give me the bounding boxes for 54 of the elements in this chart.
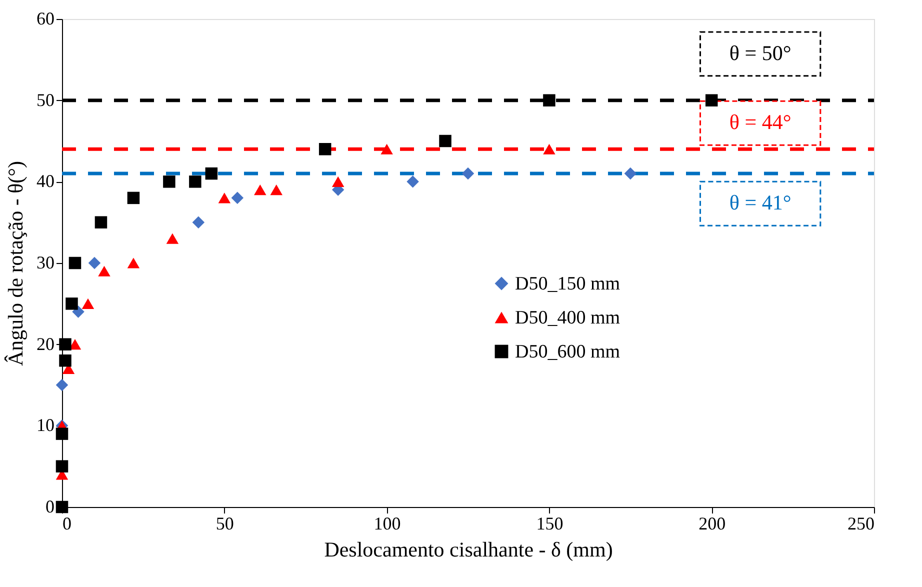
x-tick-label: 0 xyxy=(62,514,72,534)
point xyxy=(127,258,140,268)
point xyxy=(82,298,94,309)
point xyxy=(231,192,244,204)
point xyxy=(705,94,718,106)
ref-line-label: θ = 44° xyxy=(729,110,792,134)
point xyxy=(543,94,556,106)
x-tick-label: 150 xyxy=(536,514,564,534)
point xyxy=(68,256,82,270)
point xyxy=(270,184,282,196)
point xyxy=(218,192,231,204)
y-tick-label: 10 xyxy=(36,415,54,436)
point xyxy=(318,143,332,156)
ref-line-label: θ = 50° xyxy=(729,40,792,65)
point xyxy=(56,460,68,472)
point xyxy=(66,298,78,310)
y-tick-label: 30 xyxy=(36,252,54,272)
legend-label: D50_400 mm xyxy=(515,308,620,328)
point xyxy=(56,428,68,440)
point xyxy=(254,184,266,196)
point xyxy=(88,256,101,270)
point xyxy=(127,192,140,204)
point xyxy=(543,144,556,154)
legend-label: D50_150 mm xyxy=(515,274,620,294)
point xyxy=(98,266,110,276)
ref-line-label: θ = 41° xyxy=(729,190,792,215)
y-tick-label: 60 xyxy=(36,8,54,28)
x-axis-title: Deslocamento cisalhante - δ (mm) xyxy=(324,538,613,562)
point xyxy=(166,233,179,244)
point xyxy=(94,216,108,228)
point xyxy=(192,216,205,228)
point xyxy=(163,176,176,188)
y-tick-label: 40 xyxy=(36,171,54,192)
y-tick-label: 0 xyxy=(46,496,54,516)
x-tick-label: 100 xyxy=(374,514,401,534)
point xyxy=(189,176,202,188)
point xyxy=(406,176,419,188)
point xyxy=(56,378,68,392)
y-axis-title: Ângulo de rotação - θ(°) xyxy=(4,160,28,366)
point xyxy=(59,338,72,350)
point xyxy=(332,176,344,187)
point xyxy=(59,354,72,367)
x-tick-label: 200 xyxy=(698,514,726,534)
point xyxy=(624,167,637,180)
point xyxy=(205,167,218,180)
x-tick-label: 250 xyxy=(848,514,874,534)
x-tick-label: 50 xyxy=(216,514,234,534)
legend-label: D50_600 mm xyxy=(515,342,620,362)
y-tick-label: 20 xyxy=(36,334,54,354)
y-tick-label: 50 xyxy=(36,90,54,110)
point xyxy=(56,500,68,514)
point xyxy=(462,167,474,180)
point xyxy=(439,134,452,148)
point xyxy=(380,144,393,154)
